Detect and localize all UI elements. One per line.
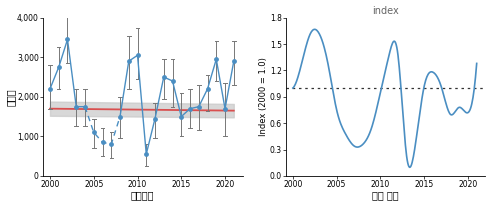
Point	[134, 54, 141, 57]
Point	[142, 152, 150, 156]
X-axis label: 조사년도: 조사년도	[131, 190, 155, 200]
Point	[108, 143, 115, 146]
Point	[168, 79, 176, 83]
Point	[55, 66, 63, 69]
Point	[160, 75, 168, 79]
Point	[204, 87, 212, 91]
Point	[186, 107, 194, 110]
Point	[230, 60, 238, 63]
Point	[177, 115, 185, 118]
X-axis label: 조사 년도: 조사 년도	[372, 190, 399, 200]
Point	[90, 131, 98, 134]
Point	[125, 60, 133, 63]
Point	[72, 105, 80, 108]
Title: index: index	[372, 6, 399, 16]
Point	[151, 117, 159, 120]
Point	[221, 107, 229, 110]
Point	[63, 38, 71, 41]
Point	[46, 87, 54, 91]
Point	[81, 105, 89, 108]
Point	[116, 115, 124, 118]
Point	[195, 105, 203, 108]
Point	[99, 141, 107, 144]
Y-axis label: 개체수: 개체수	[5, 88, 16, 106]
Y-axis label: Index (2000 = 1.0): Index (2000 = 1.0)	[259, 57, 268, 136]
Point	[212, 58, 220, 61]
